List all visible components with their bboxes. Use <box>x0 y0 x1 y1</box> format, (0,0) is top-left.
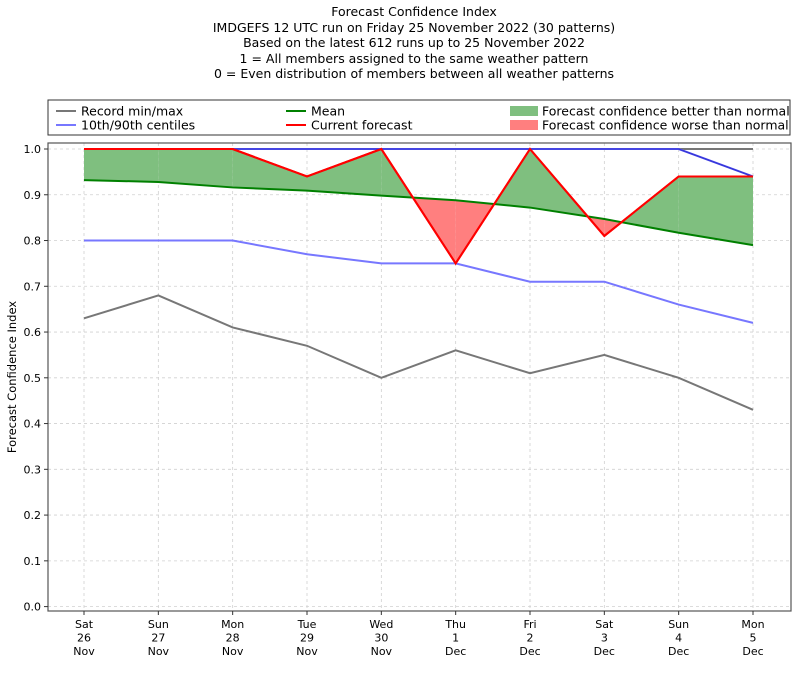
x-tick-label-line: Dec <box>445 645 466 658</box>
x-tick-label-line: Nov <box>73 645 95 658</box>
x-tick-label-line: Thu <box>444 618 466 631</box>
x-tick-label: Tue 29 Nov <box>296 618 318 658</box>
x-tick-label-line: Wed <box>369 618 393 631</box>
x-tick-label: Sat 26 Nov <box>73 618 95 658</box>
x-tick-label-line: Sun <box>668 618 689 631</box>
x-tick-label-line: 2 <box>527 632 534 645</box>
legend-label-record-min-max: Record min/max <box>81 104 183 119</box>
x-tick-label-line: 5 <box>750 632 757 645</box>
legend-label-current-forecast: Current forecast <box>311 118 413 133</box>
y-tick-label: 0.5 <box>24 372 42 385</box>
x-tick-label-line: Nov <box>148 645 170 658</box>
line-record-min <box>83 294 754 411</box>
x-tick-label-line: Tue <box>297 618 317 631</box>
x-tick-label-line: Mon <box>741 618 764 631</box>
x-tick-label: Wed 30 Nov <box>369 618 393 658</box>
x-tick-label-line: Dec <box>668 645 689 658</box>
legend-swatch-forecast-confidence-better-than-normal <box>510 106 538 116</box>
y-tick-label: 1.0 <box>24 143 42 156</box>
chart-title-block: Forecast Confidence Index IMDGEFS 12 UTC… <box>0 4 800 82</box>
y-tick-label: 0.1 <box>24 555 42 568</box>
x-tick-label: Sat 3 Dec <box>594 618 615 658</box>
x-tick-label: Mon 5 Dec <box>741 618 764 658</box>
legend-label-10th-90th-centiles: 10th/90th centiles <box>81 118 195 133</box>
series-lines <box>83 147 754 411</box>
x-tick-label-line: Nov <box>222 645 244 658</box>
fill-better-segment <box>678 176 753 246</box>
x-tick-label-line: 28 <box>226 632 240 645</box>
x-tick-label-line: Dec <box>742 645 763 658</box>
x-tick-label-line: Sat <box>75 618 94 631</box>
legend-label-forecast-confidence-worse-than-normal: Forecast confidence worse than normal <box>542 118 789 133</box>
y-tick-label: 0.8 <box>24 235 42 248</box>
line-current-forecast-top <box>84 147 753 266</box>
x-tick-label-line: Sat <box>595 618 614 631</box>
chart-title: Forecast Confidence Index <box>331 4 497 19</box>
fill-better-segment <box>84 149 159 182</box>
y-tick-label: 0.3 <box>24 463 42 476</box>
line-mean <box>83 179 754 247</box>
plot-frame <box>47 142 792 612</box>
chart-subtitle-2: Based on the latest 612 runs up to 25 No… <box>243 35 585 50</box>
fill-better-segment <box>621 176 679 233</box>
x-tick-label: Sun 4 Dec <box>668 618 689 658</box>
chart-subtitle-4: 0 = Even distribution of members between… <box>213 66 615 81</box>
fill-better-segment <box>307 149 382 196</box>
legend-label-forecast-confidence-better-than-normal: Forecast confidence better than normal <box>542 104 790 119</box>
y-tick-label: 0.2 <box>24 509 42 522</box>
x-tick-label-line: 27 <box>151 632 165 645</box>
x-tick-label-line: Nov <box>371 645 393 658</box>
legend-label-mean: Mean <box>311 104 345 119</box>
x-tick-label-line: Dec <box>519 645 540 658</box>
y-tick-label: 0.9 <box>24 189 42 202</box>
legend-frame <box>47 99 791 136</box>
y-axis-title: Forecast Confidence Index <box>5 301 19 453</box>
y-tick-label: 0.4 <box>24 418 42 431</box>
chart-subtitle-1: IMDGEFS 12 UTC run on Friday 25 November… <box>212 19 616 35</box>
x-tick-label-line: 3 <box>601 632 608 645</box>
legend-swatch-forecast-confidence-worse-than-normal <box>510 120 538 130</box>
y-tick-label: 0.0 <box>24 601 42 614</box>
x-tick-label-line: 30 <box>374 632 388 645</box>
x-tick-label-line: Nov <box>296 645 318 658</box>
x-tick-label: Fri 2 Dec <box>519 618 540 658</box>
x-tick-label-line: Fri <box>523 618 536 631</box>
x-tick-label: Sun 27 Nov <box>148 618 170 658</box>
x-tick-label-line: Dec <box>594 645 615 658</box>
grid <box>48 143 791 611</box>
x-tick-label-line: 29 <box>300 632 314 645</box>
fill-better-segment <box>232 149 307 191</box>
x-tick-label-line: 1 <box>452 632 459 645</box>
x-tick-label: Mon 28 Nov <box>221 618 244 658</box>
chart-subtitle-3: 1 = All members assigned to the same wea… <box>239 50 589 66</box>
y-axis: 0.0 0.1 0.2 0.3 0.4 0.5 0.6 0.7 0.8 0.9 1.0 <box>24 143 48 614</box>
fill-better-segment <box>158 149 233 188</box>
x-tick-label: Thu 1 Dec <box>444 618 466 658</box>
y-tick-label: 0.6 <box>24 326 42 339</box>
x-tick-label-line: 4 <box>675 632 682 645</box>
x-tick-label-line: Sun <box>148 618 169 631</box>
x-tick-label-line: Mon <box>221 618 244 631</box>
y-tick-label: 0.7 <box>24 280 42 293</box>
x-tick-label-line: 26 <box>77 632 91 645</box>
line-10th-centile <box>84 239 754 324</box>
